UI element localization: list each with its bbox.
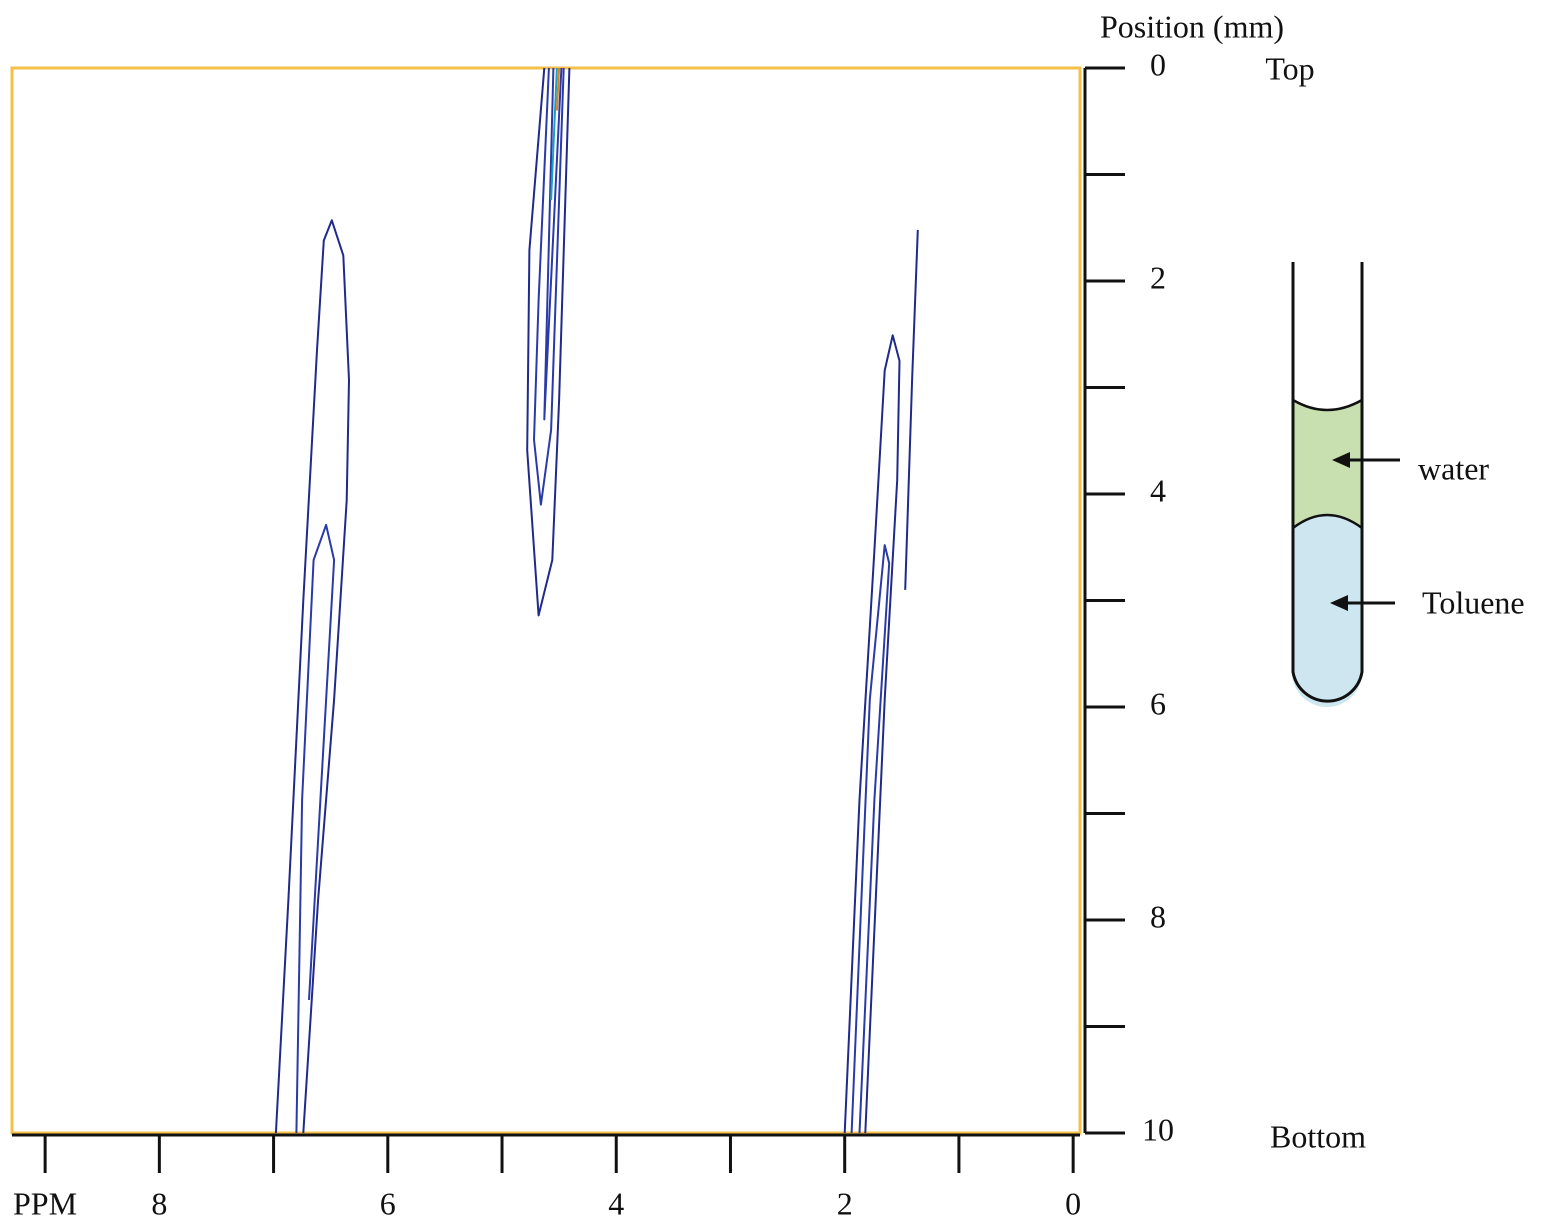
y-tick-label: 6 — [1150, 685, 1166, 721]
contour-line — [533, 67, 565, 506]
contour-line — [843, 334, 901, 1134]
arrow-head — [1330, 595, 1348, 611]
layer-label: Toluene — [1422, 584, 1525, 620]
contour-line — [543, 67, 563, 421]
contour-line — [274, 219, 350, 1134]
y-tick-label: 8 — [1150, 898, 1166, 934]
water-layer — [1293, 400, 1362, 528]
y-tick-label: 10 — [1142, 1111, 1174, 1147]
x-tick-label: 0 — [1065, 1185, 1081, 1221]
y-tick-label: 2 — [1150, 259, 1166, 295]
layer-label: water — [1418, 450, 1489, 486]
x-tick-label: 4 — [608, 1185, 624, 1221]
top-label: Top — [1265, 50, 1314, 86]
x-tick-label: 2 — [837, 1185, 853, 1221]
y-tick-label: 0 — [1150, 46, 1166, 82]
contour-line — [295, 523, 336, 1134]
x-tick-label: 8 — [151, 1185, 167, 1221]
toluene-layer — [1292, 507, 1362, 707]
y-tick-label: 4 — [1150, 472, 1166, 508]
contour-line — [550, 67, 558, 201]
interface — [1292, 513, 1363, 530]
tube-diagram: water Toluene — [1291, 262, 1525, 707]
x-axis-title: PPM — [13, 1185, 77, 1221]
y-axis-title: Position (mm) — [1100, 8, 1284, 44]
tube-outline — [1291, 262, 1364, 703]
meniscus — [1292, 398, 1363, 412]
contour-line — [904, 229, 919, 590]
arrow-head — [1332, 452, 1350, 468]
x-tick-label: 6 — [380, 1185, 396, 1221]
plot-frame — [10, 66, 1082, 1135]
contour-line — [850, 544, 891, 1134]
bottom-label: Bottom — [1270, 1118, 1366, 1154]
contour-line — [526, 67, 571, 617]
contour-line — [555, 67, 561, 111]
